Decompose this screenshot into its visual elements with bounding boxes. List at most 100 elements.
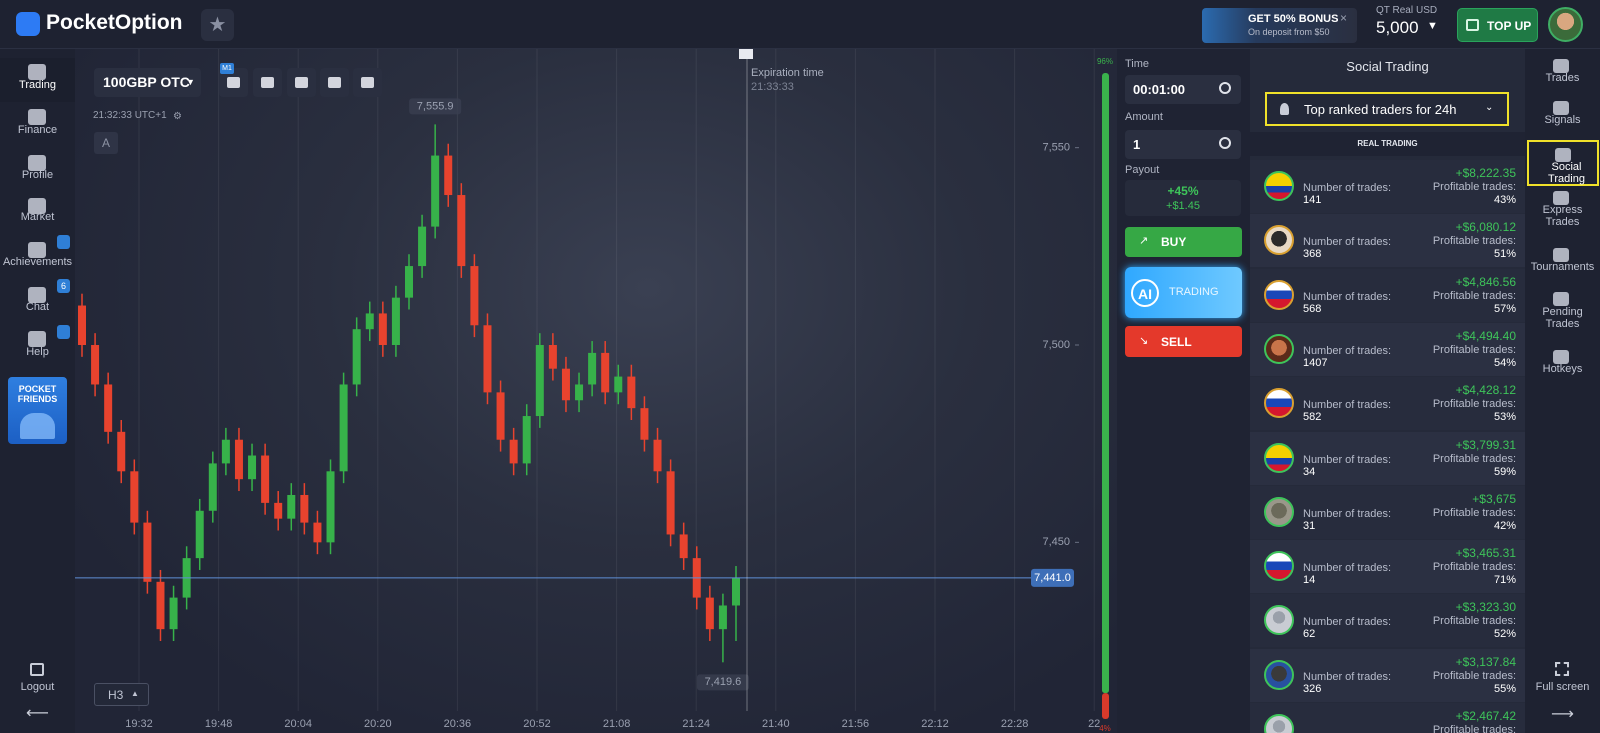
logout-icon[interactable] [30,663,44,676]
trader-row[interactable]: Number of trades: 14 +$3,465.31 Profitable … [1250,540,1525,594]
candle-body [601,352,610,393]
ai-trading-button[interactable]: AI TRADING [1125,267,1242,318]
expiration-time: 21:33:33 [751,81,794,93]
drawing-button[interactable]: A [94,132,118,154]
top-up-button[interactable]: TOP UP [1457,8,1538,42]
sell-button[interactable]: ↘ SELL [1125,326,1242,357]
fullscreen-label[interactable]: Full screen [1535,681,1590,693]
sentiment-down-bar [1102,693,1109,719]
candle-body [313,522,322,543]
nav-icon [28,287,46,303]
collapse-arrow[interactable]: ⟵ [26,705,49,722]
nav-item[interactable]: Profile [0,149,75,193]
filter-arrow: ⌄ [1485,102,1494,113]
sentiment-down-label: 4% [1099,724,1111,733]
trader-row[interactable]: Number of trades: 326 +$3,137.84 Profitable… [1250,648,1525,702]
profitable-percent: 43% [1493,194,1516,206]
nav-item[interactable]: Finance [0,103,75,147]
nav-item[interactable]: Achievements [0,236,75,280]
right-nav-item[interactable]: Signals [1525,95,1600,141]
trader-row[interactable]: Number of trades: 34 +$3,799.31 Profitable … [1250,431,1525,485]
trader-row[interactable]: Number of trades: 568 +$4,846.56 Profitable… [1250,268,1525,322]
toolbar-icon [261,77,274,88]
amount-input[interactable]: 1 [1125,130,1241,159]
bonus-title: GET 50% BONUS [1248,13,1339,25]
trader-profit: +$4,494.40 [1455,328,1516,343]
right-nav-item[interactable]: Tournaments [1525,242,1600,288]
user-avatar[interactable] [1548,7,1583,42]
trader-row[interactable]: Number of trades: 31 +$3,675 Profitable tra… [1250,485,1525,539]
trader-row[interactable]: Number of trades: 141 +$8,222.35 Profitable… [1250,160,1525,213]
wallet-icon [1466,19,1479,31]
trader-avatar [1264,605,1294,636]
expand-arrow[interactable]: ⟶ [1551,706,1574,723]
timeframe-select[interactable]: H3 ▲ [94,683,149,706]
social-trading-panel: Social Trading Top ranked traders for 24h… [1250,49,1525,733]
profitable-percent: 42% [1493,519,1516,532]
trader-avatar [1264,496,1294,527]
settings-icon[interactable]: ⚙ [173,111,182,122]
ai-label: TRADING [1169,286,1219,298]
profitable-percent: 59% [1493,465,1516,478]
profitable-label: Profitable trades: [1432,669,1516,682]
buy-button[interactable]: ↗ BUY [1125,227,1242,257]
nav-item[interactable]: Chat [0,281,75,325]
buy-arrow: ↗ [1139,235,1149,247]
trader-avatar [1264,442,1294,473]
buy-label: BUY [1161,235,1187,249]
time-input[interactable]: 00:01:00 [1125,75,1241,104]
nav-item[interactable]: Help [0,325,75,369]
candle-body [575,384,584,401]
right-nav-item[interactable]: Pending Trades [1525,286,1600,344]
toolbar-button[interactable] [353,68,382,97]
promo-card[interactable]: POCKET FRIENDS [8,377,67,444]
min-label-box [696,674,749,691]
logout-label[interactable]: Logout [20,681,55,693]
right-nav-label: Trades [1545,72,1580,84]
right-nav-item[interactable]: Hotkeys [1525,344,1600,390]
right-nav-item[interactable]: Express Trades [1525,185,1600,243]
nav-label: Help [26,346,49,358]
trader-row[interactable]: Number of trades: 582 +$4,428.12 Profitable… [1250,377,1525,431]
sell-label: SELL [1161,335,1192,349]
trader-profit: +$3,675 [1472,491,1516,506]
right-nav-item[interactable]: Social Trading [1527,140,1599,186]
trader-row[interactable]: Number of trades: 368 +$6,080.12 Profitable… [1250,214,1525,268]
nav-item[interactable]: Market [0,192,75,236]
candle-body [522,416,531,464]
right-nav-item[interactable]: Trades [1525,53,1600,99]
close-icon[interactable]: × [1340,11,1348,25]
amount-value: 1 [1133,137,1141,152]
trades-count: 1407 [1303,356,1328,369]
nav-label: Profile [21,169,54,181]
nav-item[interactable]: Trading [0,58,75,102]
toolbar-button[interactable] [287,68,316,97]
trades-count: 141 [1303,194,1322,206]
bonus-banner[interactable]: GET 50% BONUS On deposit from $50 × [1202,8,1357,43]
time-value: 00:01:00 [1133,82,1186,97]
trader-row[interactable]: Number of trades: 62 +$3,323.30 Profitable … [1250,594,1525,648]
trader-row[interactable]: Number of trades: 1407 +$4,494.40 Profitabl… [1250,322,1525,376]
nav-icon [28,155,46,171]
toolbar-button[interactable] [253,68,282,97]
candle-body [287,494,296,519]
right-nav-icon [1553,292,1569,306]
nav-label: Market [20,211,55,223]
account-selector[interactable]: QT Real USD 5,000 ▼ [1364,3,1449,45]
x-tick-label: 20:36 [444,718,472,730]
trades-label: Number of trades: [1303,344,1392,357]
right-nav-label: Express Trades [1542,204,1583,228]
filter-dropdown[interactable]: Top ranked traders for 24h ⌄ [1265,92,1509,126]
price-chart: 19:32 19:48 20:04 20:20 20:36 20:52 21:08 21:24… [75,49,1113,733]
logo-text[interactable]: PocketOption [46,11,183,34]
min-price-label: 7,419.6 [705,676,742,688]
toolbar-button[interactable] [320,68,349,97]
chart-area: 19:32 19:48 20:04 20:20 20:36 20:52 21:08 21:24… [75,49,1117,733]
fullscreen-icon[interactable] [1555,662,1569,676]
trader-row[interactable]: +$2,467.42 Profitable trades: [1250,703,1525,733]
favorite-button[interactable]: ★ [201,9,234,41]
right-nav-label: Pending Trades [1542,306,1583,330]
current-price-box [1031,568,1074,587]
asset-selector[interactable]: 100GBP OTC ▼ [94,68,201,97]
